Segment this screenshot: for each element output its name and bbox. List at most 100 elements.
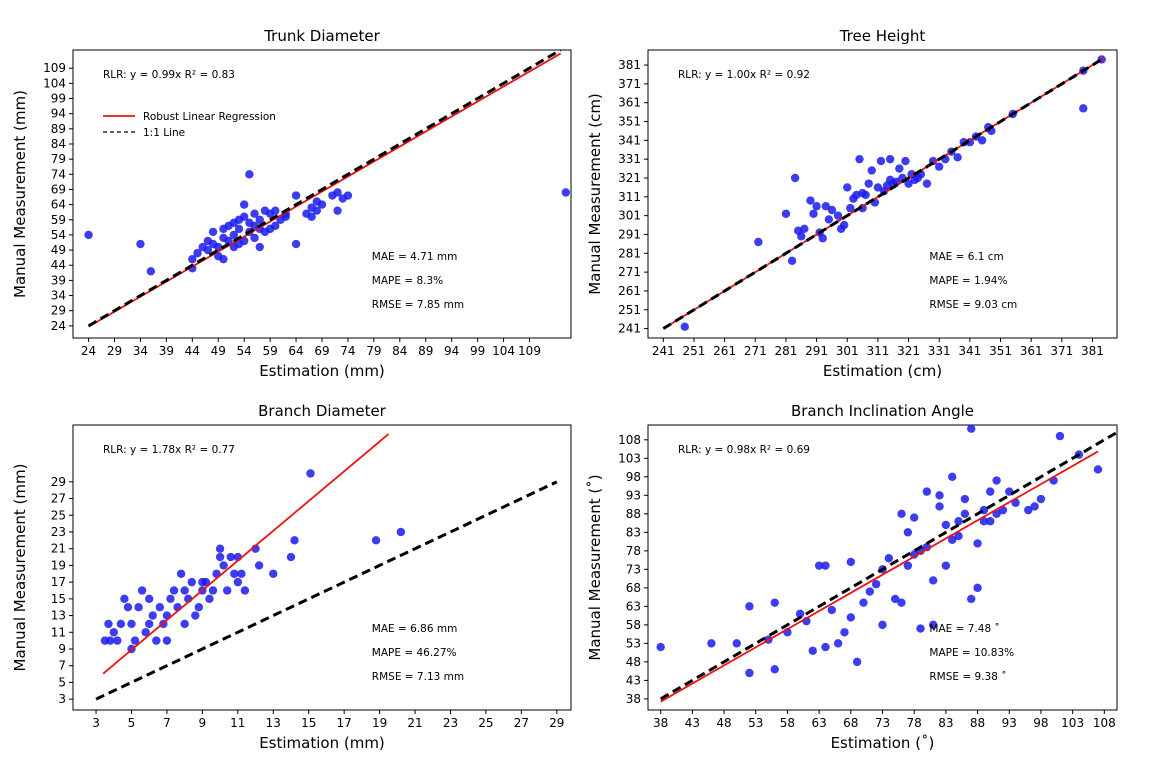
data-point — [194, 602, 204, 612]
data-point — [821, 561, 830, 570]
data-point — [953, 153, 962, 162]
x-tick-label: 17 — [337, 716, 352, 730]
x-tick-label: 39 — [159, 344, 174, 358]
data-point — [821, 642, 830, 652]
data-point — [561, 188, 571, 197]
x-tick-label: 361 — [1020, 344, 1043, 358]
y-tick-label: 3 — [58, 692, 66, 706]
data-point — [901, 156, 910, 166]
y-tick-label: 301 — [618, 209, 641, 223]
chart-title: Branch Diameter — [258, 402, 387, 420]
data-point — [876, 156, 886, 166]
data-point — [145, 594, 154, 604]
y-tick-label: 321 — [618, 171, 641, 185]
data-point — [846, 557, 856, 567]
data-point — [897, 598, 906, 607]
y-tick-label: 241 — [618, 322, 641, 336]
data-point — [187, 577, 196, 587]
y-tick-label: 38 — [626, 692, 641, 706]
data-point — [333, 206, 342, 215]
y-tick-label: 78 — [626, 544, 641, 558]
data-point — [897, 509, 906, 519]
data-point — [790, 173, 800, 183]
data-point — [1036, 494, 1046, 504]
x-tick-label: 3 — [92, 716, 100, 730]
data-point — [929, 620, 938, 630]
data-point — [890, 594, 900, 604]
x-tick-label: 94 — [444, 344, 459, 358]
data-point — [865, 587, 875, 596]
data-point — [255, 242, 264, 252]
y-tick-label: 89 — [51, 122, 66, 136]
x-axis-label: Estimation (mm) — [259, 362, 385, 380]
rlr-annotation: RLR: y = 1.78x R² = 0.77 — [103, 444, 235, 456]
metric-annotation: MAPE = 46.27% — [372, 647, 457, 659]
y-axis-label: Manual Measurement (cm) — [586, 93, 604, 295]
y-tick-label: 73 — [626, 562, 641, 576]
y-tick-label: 15 — [51, 592, 66, 606]
data-point — [1030, 502, 1039, 511]
data-point — [680, 322, 689, 331]
legend-rlr-label: Robust Linear Regression — [143, 111, 276, 123]
x-tick-label: 109 — [518, 344, 541, 358]
data-point — [127, 619, 136, 629]
x-tick-label: 38 — [653, 716, 668, 730]
data-point — [929, 576, 938, 585]
data-point — [827, 605, 836, 615]
y-tick-label: 381 — [618, 58, 641, 72]
data-point — [307, 212, 316, 221]
data-point — [846, 613, 856, 622]
data-point — [226, 552, 235, 562]
data-point — [208, 586, 218, 595]
data-point — [935, 162, 944, 171]
data-point — [732, 639, 741, 648]
data-point — [137, 586, 147, 595]
x-tick-label: 84 — [392, 344, 407, 358]
tree-height-panel: Tree Height 241 251 261 271 281 291 301 311 321 33… — [586, 27, 1118, 380]
data-point — [396, 527, 406, 537]
y-tick-label: 27 — [51, 492, 66, 506]
y-tick-label: 13 — [51, 609, 66, 623]
data-point — [166, 594, 175, 604]
data-point — [291, 191, 301, 200]
data-point — [169, 586, 179, 595]
data-point — [909, 513, 919, 522]
data-point — [895, 164, 904, 173]
x-tick-label: 99 — [470, 344, 485, 358]
data-point — [333, 188, 342, 197]
chart-title: Trunk Diameter — [263, 27, 380, 45]
data-point — [250, 209, 259, 218]
data-point — [954, 517, 963, 526]
data-point — [833, 639, 843, 648]
data-point — [977, 136, 987, 145]
x-tick-label: 321 — [897, 344, 920, 358]
data-point — [935, 491, 944, 500]
y-tick-label: 361 — [618, 96, 641, 110]
y-tick-label: 291 — [618, 227, 641, 241]
data-point — [922, 542, 932, 552]
data-point — [136, 239, 145, 249]
data-point — [120, 594, 129, 604]
y-tick-label: 9 — [58, 642, 66, 656]
data-point — [290, 536, 299, 545]
x-tick-label: 341 — [958, 344, 981, 358]
data-point — [916, 624, 925, 633]
data-point — [250, 233, 259, 243]
data-point — [864, 179, 873, 188]
y-axis-label: Manual Measurement (mm) — [11, 90, 29, 298]
data-point — [824, 215, 834, 224]
data-point — [245, 170, 254, 179]
x-tick-label: 21 — [407, 716, 422, 730]
metric-annotation: RMSE = 7.13 mm — [372, 671, 464, 683]
data-point — [203, 245, 213, 255]
x-tick-label: 89 — [418, 344, 433, 358]
data-point — [992, 509, 1001, 519]
data-point — [973, 583, 982, 593]
robust-regression-line — [102, 433, 390, 675]
rlr-annotation: RLR: y = 0.98x R² = 0.69 — [678, 444, 810, 456]
x-tick-label: 331 — [928, 344, 951, 358]
y-tick-label: 109 — [43, 61, 66, 75]
y-tick-label: 44 — [51, 258, 66, 272]
metric-annotation: MAE = 6.1 cm — [929, 251, 1003, 263]
